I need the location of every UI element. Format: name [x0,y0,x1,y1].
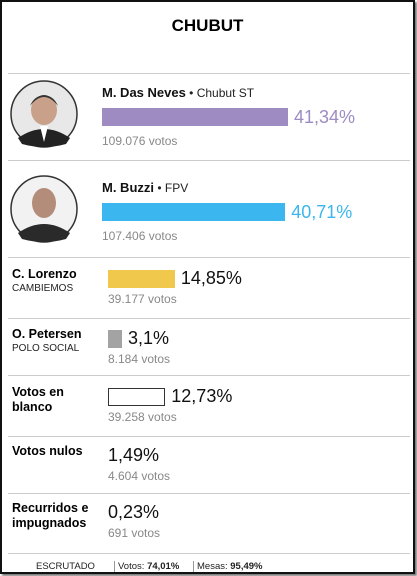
bullet: • [154,181,165,195]
separator [8,318,410,319]
votes: 107.406 votos [102,229,178,243]
title: CHUBUT [171,16,244,35]
votes: 39.258 votos [108,410,177,424]
bar [108,330,122,348]
party: FPV [164,181,189,195]
separator [8,553,410,554]
percent: 14,85% [180,268,242,288]
footer-label: ESCRUTADO [36,561,95,572]
separator [8,160,410,161]
candidate: M. Buzzi • FPV [102,179,188,197]
percent: 41,34% [294,107,356,127]
votes: 39.177 votos [108,292,177,306]
percent: 0,23% [108,502,160,522]
separator [8,73,410,74]
photo [10,80,78,148]
footer-votes: Votos: 74,01% [114,561,179,572]
footer-tables-value: 95,49% [230,561,263,572]
bar [108,388,166,406]
footer-tables-label: Mesas: [197,561,228,572]
footer-votes-value: 74,01% [147,561,180,572]
bar [102,203,286,221]
party: POLO SOCIAL [12,343,80,354]
votes: 109.076 votos [102,134,178,148]
votes: 691 votos [108,526,161,540]
photo [10,175,78,243]
separator [8,436,410,437]
party: CAMBIEMOS [12,283,74,294]
percent: 3,1% [127,328,169,348]
footer-votes-label: Votos: [118,561,145,572]
votes: 8.184 votos [108,352,171,366]
row-label: O. Petersen [12,327,82,341]
candidate: M. Das Neves • Chubut ST [102,84,254,102]
percent: 40,71% [291,202,353,222]
percent: 1,49% [108,445,160,465]
bullet: • [185,86,197,100]
row-label: C. Lorenzo [12,267,77,281]
votes: 4.604 votos [108,469,171,483]
candidate-name: M. Buzzi [102,180,154,195]
separator [8,375,410,376]
candidate-name: M. Das Neves [102,85,186,100]
bar [108,270,175,288]
separator [8,493,410,494]
row-label: Votos nulos [12,444,83,458]
party: Chubut ST [196,86,255,100]
row-label: Votos en blanco [12,385,64,414]
bar [102,108,289,126]
separator [8,257,410,258]
row-label: Recurridos e impugnados [12,501,89,530]
footer-tables: Mesas: 95,49% [193,561,263,572]
percent: 12,73% [171,386,233,406]
